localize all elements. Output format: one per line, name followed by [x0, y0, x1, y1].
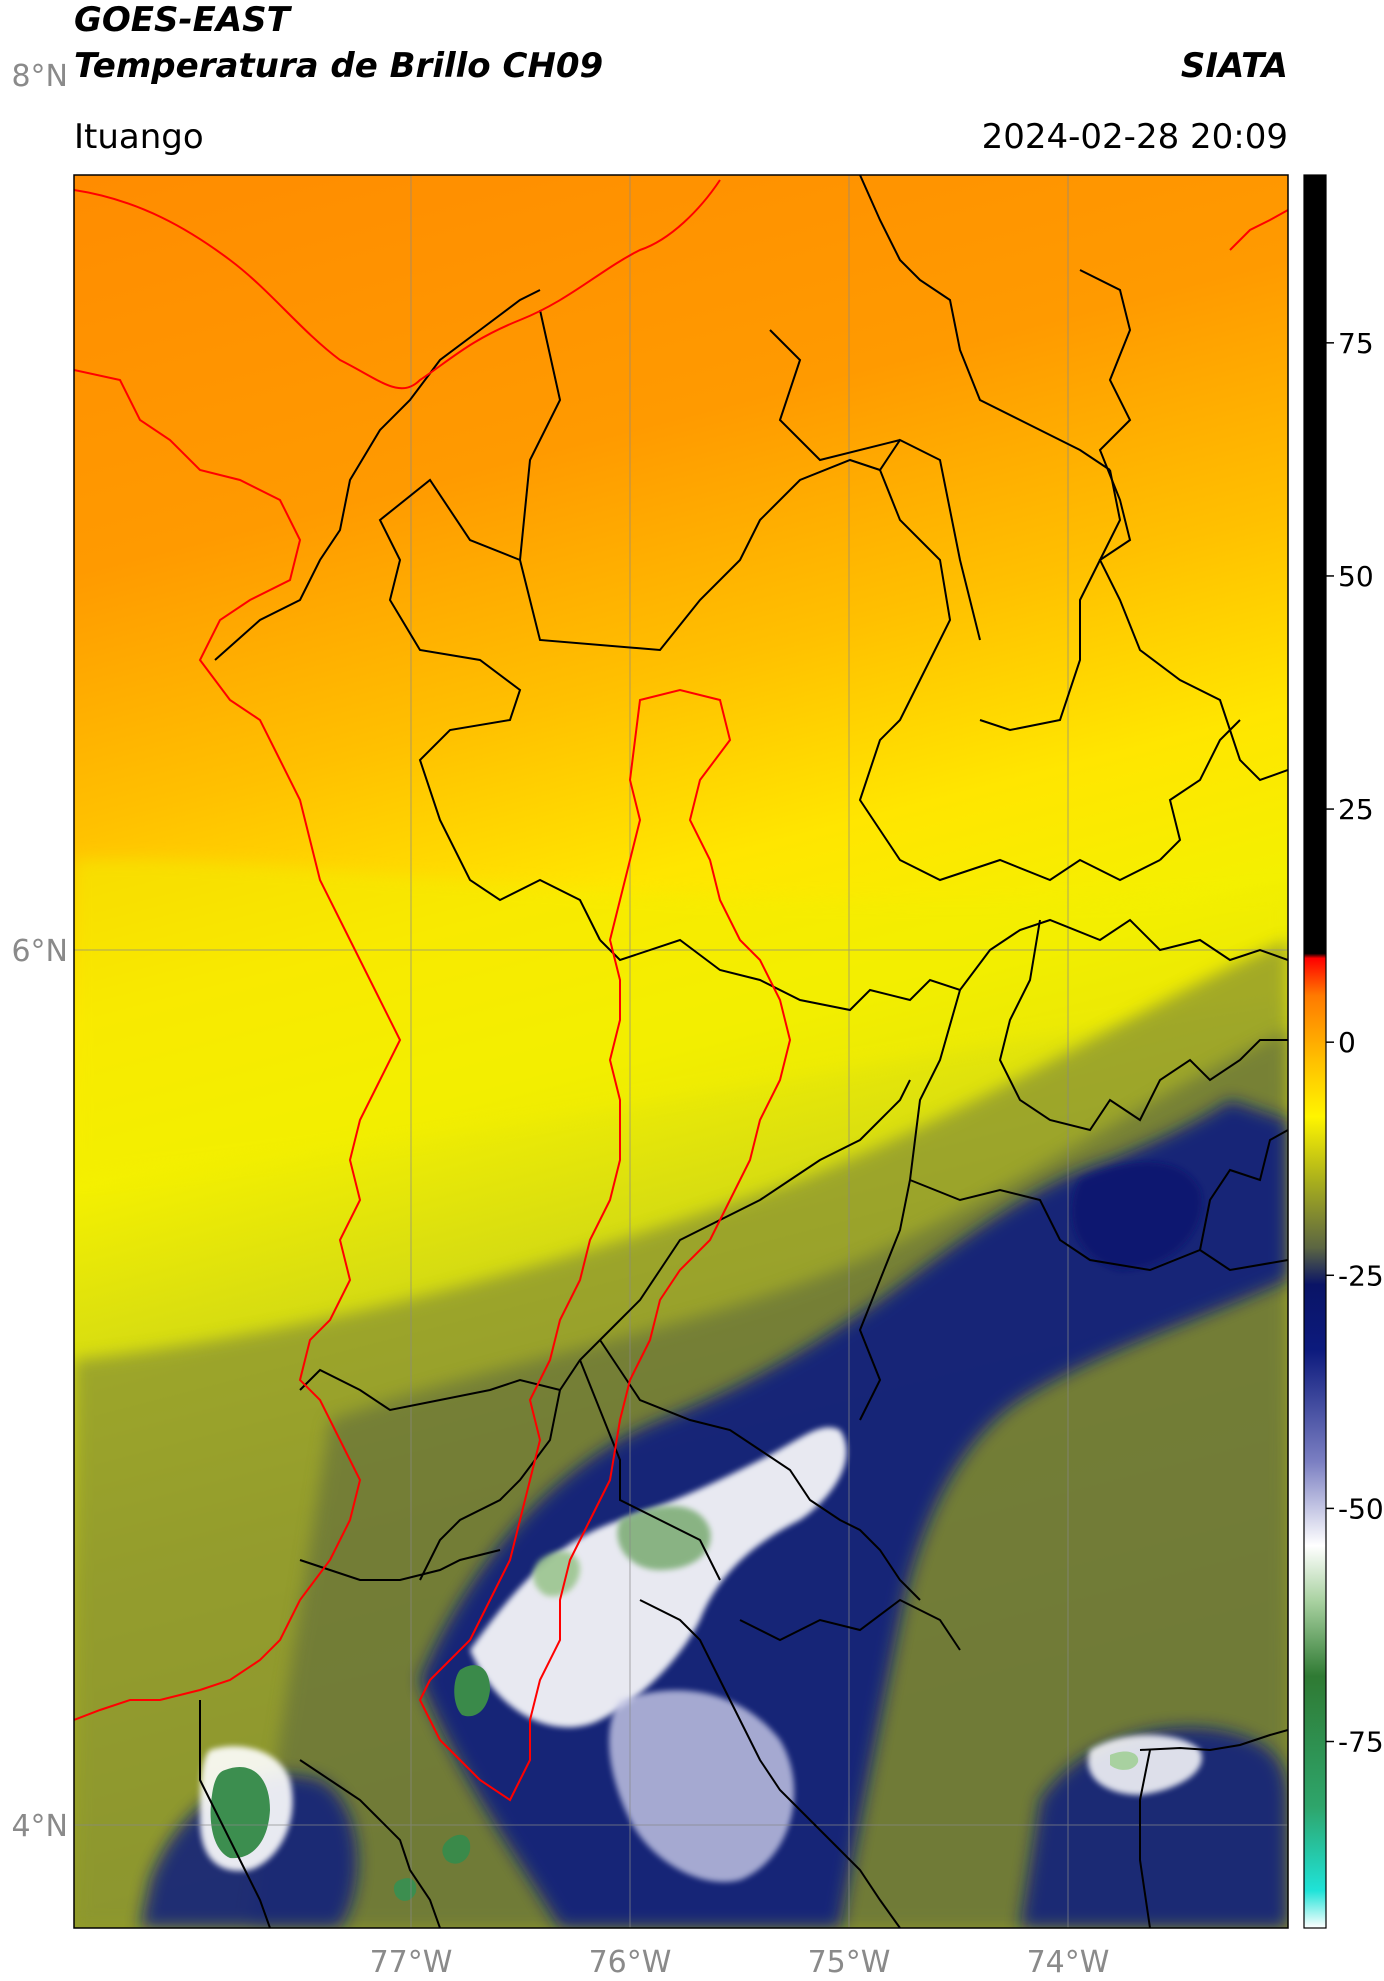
- latitude-label: 6°N: [11, 934, 68, 969]
- colorbar-tick-label: -50: [1338, 1492, 1384, 1525]
- region-label: Ituango: [74, 117, 204, 157]
- colorbar-tick-label: -25: [1338, 1259, 1384, 1292]
- colorbar-tick-label: 50: [1338, 560, 1374, 593]
- satellite-title: GOES-EAST: [74, 0, 290, 40]
- colorbar-tick-label: 75: [1338, 327, 1374, 360]
- latitude-labels: 8°N 6°N 4°N: [11, 59, 68, 1844]
- political-borders: [199, 175, 1288, 1928]
- longitude-label: 75°W: [808, 1945, 891, 1980]
- product-title: Temperatura de Brillo CH09: [74, 46, 604, 86]
- map-frame: [73, 174, 1289, 1929]
- longitude-label: 74°W: [1027, 1945, 1110, 1980]
- gridlines: [74, 175, 1288, 1928]
- colorbar-ramp: [1304, 175, 1326, 1928]
- colorbar-tick-label: 0: [1338, 1026, 1356, 1059]
- colorbar-tick-label: -75: [1338, 1726, 1384, 1759]
- colorbar-frame: [1303, 174, 1327, 1929]
- colorbar: 75 50 25 0 -25 -50 -75: [1303, 174, 1384, 1929]
- longitude-labels: 77°W 76°W 75°W 74°W: [370, 1945, 1110, 1980]
- longitude-label: 77°W: [370, 1945, 453, 1980]
- colorbar-tick-label: 25: [1338, 793, 1374, 826]
- brightness-field: [74, 175, 1288, 1928]
- coastline-and-basin-outline: [74, 179, 1288, 1802]
- organization-label: SIATA: [1180, 46, 1288, 86]
- latitude-label: 8°N: [11, 59, 68, 94]
- latitude-label: 4°N: [11, 1809, 68, 1844]
- datetime-label: 2024-02-28 20:09: [981, 117, 1288, 157]
- longitude-label: 76°W: [589, 1945, 672, 1980]
